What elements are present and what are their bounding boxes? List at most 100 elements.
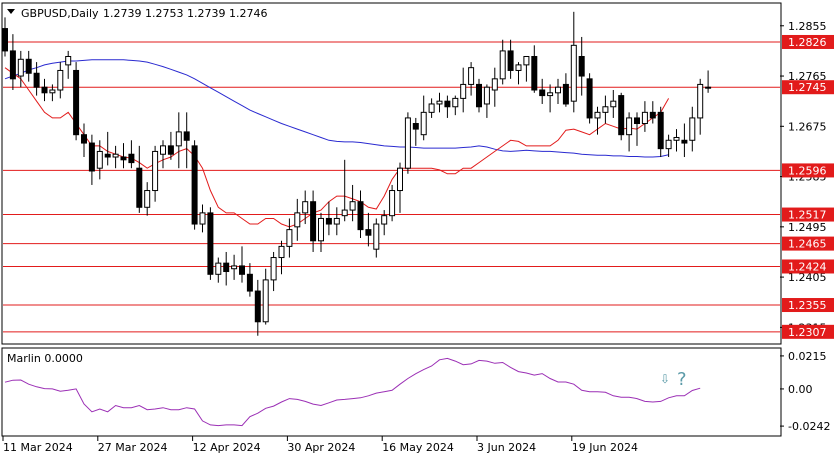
candle [333,207,340,236]
candle-body [167,145,174,155]
candle [341,159,348,222]
oscillator-line [4,357,701,427]
candle [649,101,656,124]
candle [381,210,388,236]
level-label: 1.2596 [788,164,827,177]
candle [468,62,475,96]
question-annotation: ? [677,369,687,390]
candle [476,78,482,113]
candle-body [610,100,617,108]
candle [294,198,301,241]
candle [523,55,530,82]
candle-body [120,156,127,161]
candle-body [555,86,561,94]
candle-body [444,100,451,108]
candle-body [641,111,648,125]
candle-body [112,153,119,158]
candle-body [2,28,8,52]
candle-body [420,111,427,136]
candle-body [25,58,32,74]
price-tick-label: 1.2765 [788,70,827,83]
candle-body [681,139,688,144]
indicator-label: Marlin 0.0000 [7,352,83,365]
candle [41,78,48,102]
candle [96,140,103,180]
candle [120,143,127,169]
dropdown-triangle-icon[interactable] [7,9,15,14]
oscillator-tick-label: 0.00 [788,383,813,396]
candle [634,112,640,146]
candle-body [270,257,277,281]
candle-body [128,153,135,164]
time-tick-label: 11 Mar 2024 [3,441,73,454]
candle-body [81,134,87,144]
indicator-panel-frame [1,347,782,437]
time-tick-label: 30 Apr 2024 [287,441,355,454]
candle [507,39,514,79]
candle-body [523,55,530,66]
candle-body [499,50,506,80]
candle-body [73,69,80,136]
time-axis: 11 Mar 2024 27 Mar 2024 12 Apr 2024 30 Apr … [2,436,638,454]
candle [33,62,40,96]
candle [144,182,151,216]
candle [555,78,561,104]
candle-body [562,83,569,105]
main-panel-frame [1,2,782,345]
price-tick-label: 1.2855 [788,20,827,33]
candle [239,246,245,283]
candle-body [547,92,554,97]
candle [112,145,119,169]
time-tick-label: 16 May 2024 [382,441,454,454]
candle [665,134,672,158]
candle [57,62,64,99]
candle-body [649,111,656,119]
candle-body [136,167,143,208]
candle [365,212,372,247]
candle [681,123,688,158]
candle-body [144,190,151,208]
candle-body [57,69,64,91]
ma-slow-line [4,59,669,158]
candle-body [357,201,364,231]
candle-body [483,86,490,105]
candle [689,106,696,152]
candle-body [160,145,166,155]
ma-slow-path [4,59,669,158]
candle-body [689,117,696,141]
candle-body [33,72,40,88]
candle-body [657,111,664,150]
candle [65,50,72,79]
candle [25,50,32,82]
candle-body [96,150,103,169]
candle-body [626,117,633,136]
candle-body [49,89,56,94]
candle [81,123,87,158]
candle [191,140,198,230]
candle [17,50,24,88]
candle-body [286,229,293,247]
candle-body [397,167,403,192]
candle-body [673,136,680,141]
level-label: 1.2517 [788,209,827,222]
candle [618,92,625,141]
level-label: 1.2826 [788,36,827,49]
candle-body [586,78,593,119]
candle [602,95,609,124]
candle [483,84,490,118]
candle-body [373,223,380,250]
price-tick-label: 1.2495 [788,221,827,234]
candle-body [325,217,332,225]
candle [128,140,135,169]
oscillator-path [4,357,701,427]
horizontal-levels[interactable] [3,41,780,333]
candle-body [634,117,640,125]
candle [562,73,569,107]
candle [349,184,356,222]
candle [420,95,427,141]
level-label: 1.2355 [788,299,827,312]
level-label-bg [782,259,834,274]
time-tick-label: 19 Jun 2024 [572,441,638,454]
candle-body [594,111,601,119]
